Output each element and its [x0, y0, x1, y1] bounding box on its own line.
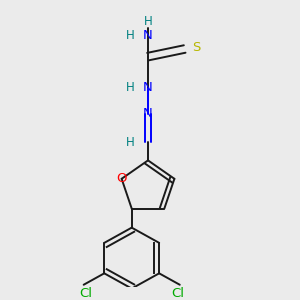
Text: N: N	[143, 81, 153, 94]
Text: N: N	[143, 29, 153, 42]
Text: H: H	[125, 29, 134, 42]
Text: Cl: Cl	[79, 287, 92, 300]
Text: Cl: Cl	[171, 287, 184, 300]
Text: H: H	[144, 15, 152, 28]
Text: H: H	[125, 136, 134, 149]
Text: S: S	[192, 40, 201, 54]
Text: N: N	[143, 107, 153, 120]
Text: O: O	[116, 172, 127, 185]
Text: H: H	[125, 81, 134, 94]
